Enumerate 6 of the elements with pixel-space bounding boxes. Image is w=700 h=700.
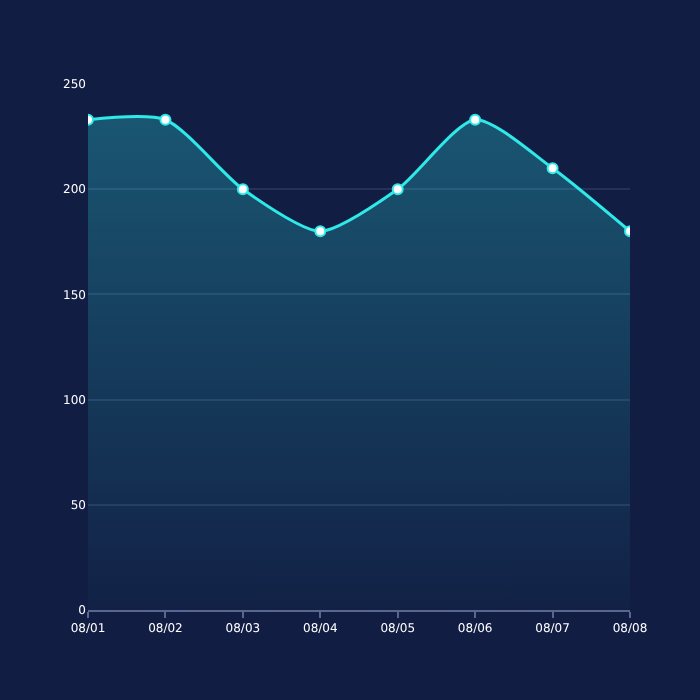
- point: [236, 183, 249, 196]
- point: [314, 225, 327, 238]
- point: [159, 113, 172, 126]
- point: [391, 183, 404, 196]
- point: [469, 113, 482, 126]
- point: [546, 162, 559, 175]
